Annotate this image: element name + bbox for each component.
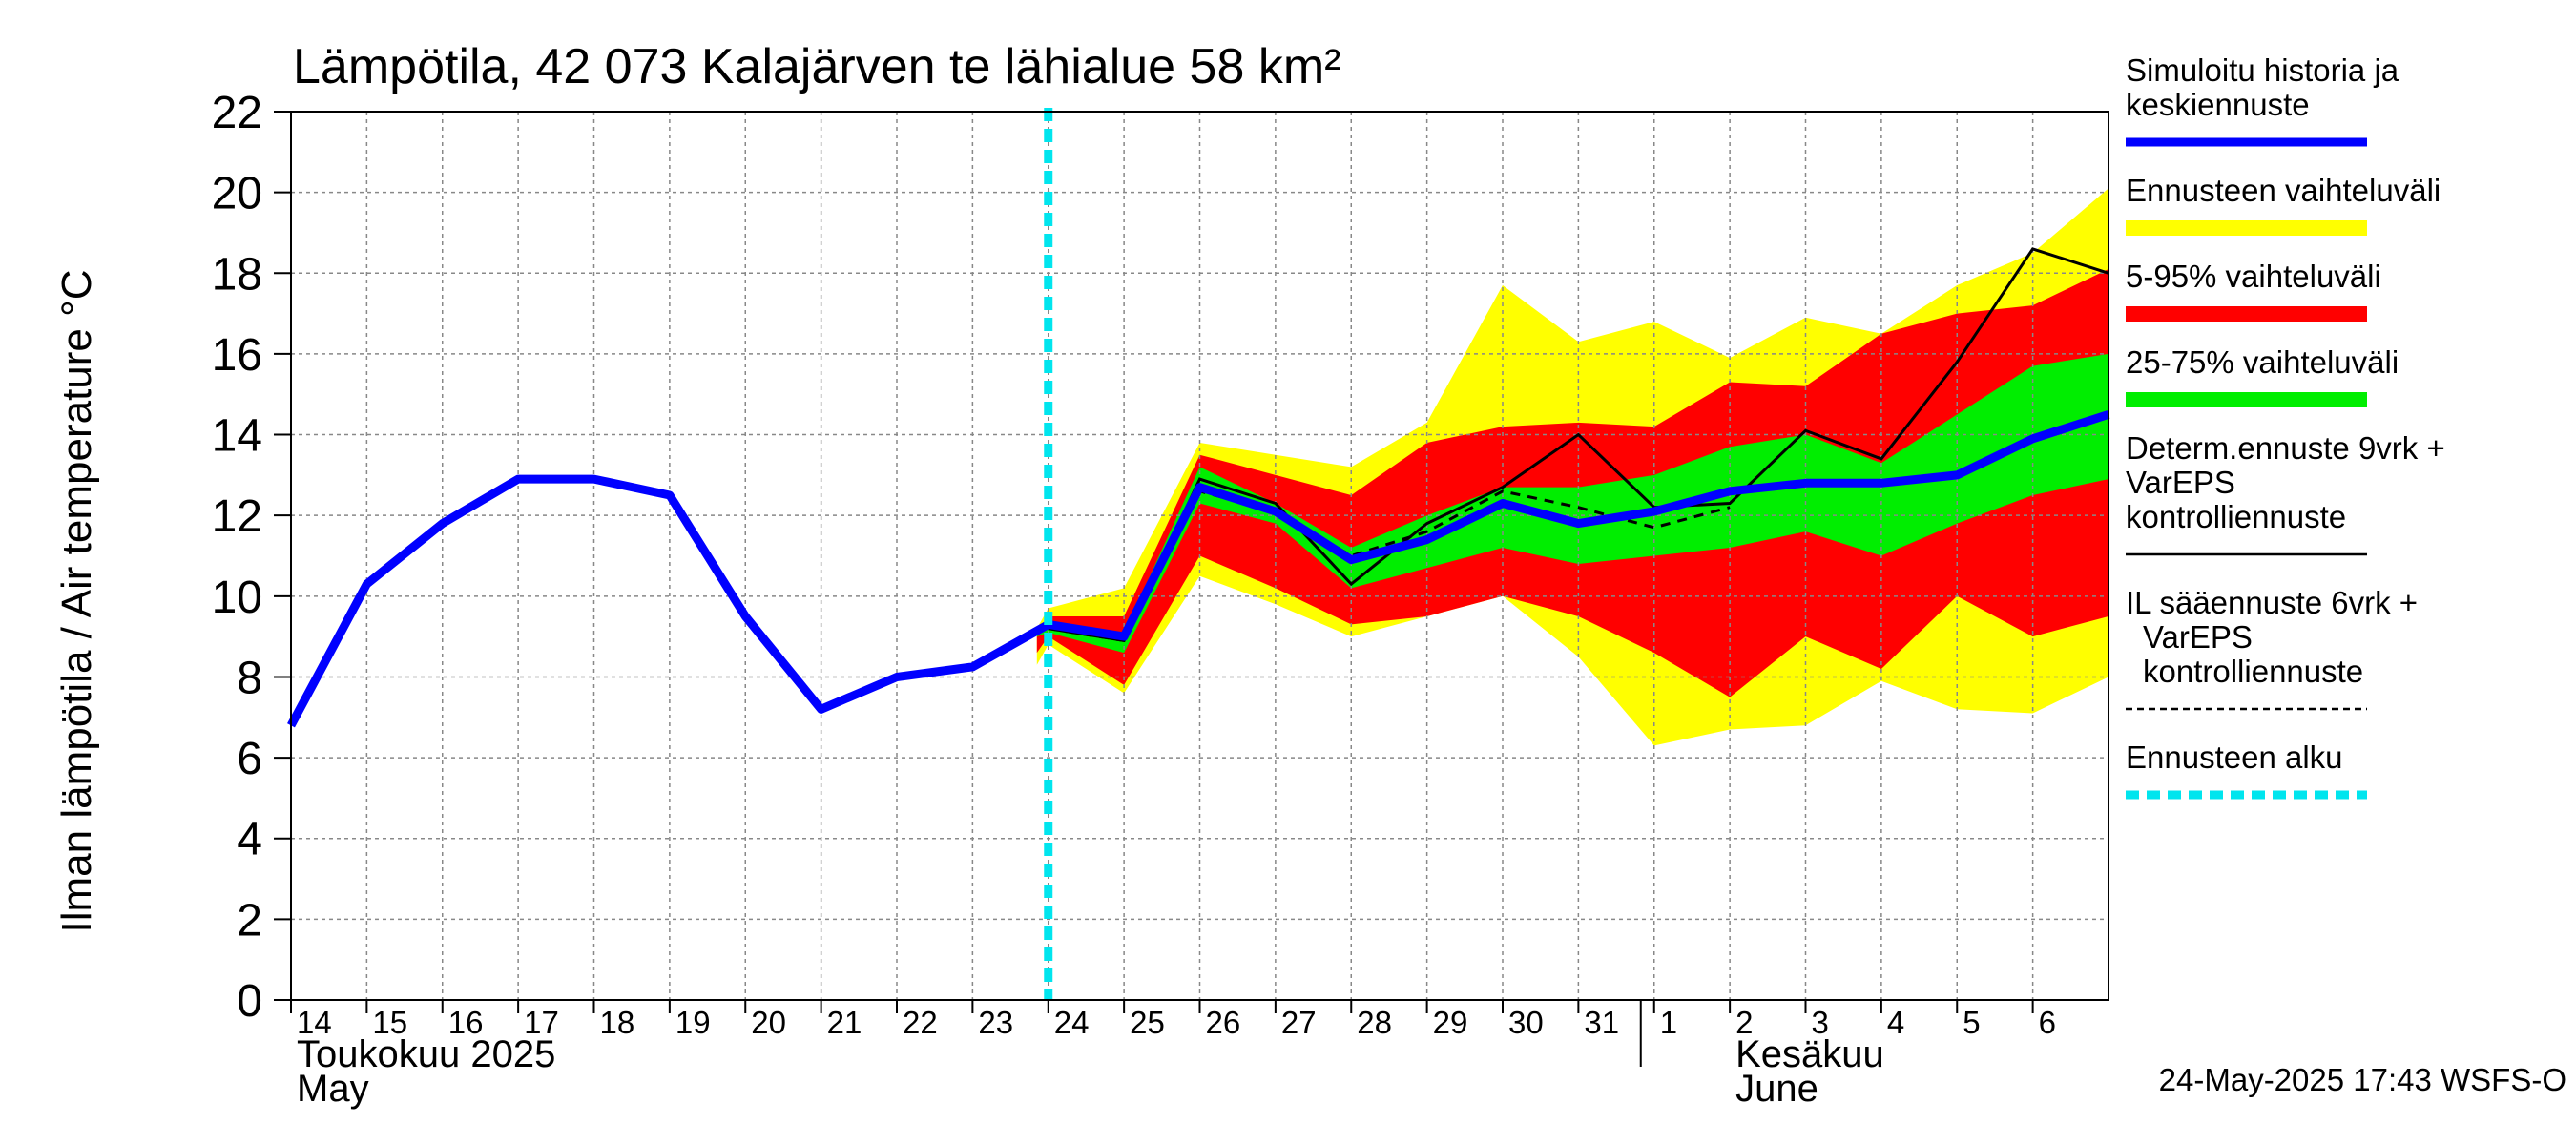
determ-forecast-line xyxy=(1048,247,2109,643)
month-label-may-fi: Toukokuu 2025 xyxy=(297,1033,555,1075)
legend-label-range: Ennusteen vaihteluväli xyxy=(2126,173,2441,208)
y-tick-label: 0 xyxy=(237,976,262,1027)
x-tick-label: 3 xyxy=(1812,1005,1829,1040)
y-tick-label: 6 xyxy=(237,734,262,784)
y-tick-label: 14 xyxy=(212,411,262,462)
legend-label-determ: VarEPS xyxy=(2126,465,2235,500)
chart-title: Lämpötila, 42 073 Kalajärven te lähialue… xyxy=(293,39,1340,94)
y-tick-label: 12 xyxy=(212,491,262,542)
y-tick-label: 8 xyxy=(237,653,262,703)
x-tick-label: 15 xyxy=(372,1005,407,1040)
x-tick-label: 20 xyxy=(751,1005,786,1040)
y-tick-label: 2 xyxy=(237,895,262,946)
x-tick-label: 4 xyxy=(1887,1005,1904,1040)
x-tick-label: 17 xyxy=(524,1005,559,1040)
legend-label-sim: Simuloitu historia ja xyxy=(2126,52,2399,88)
y-tick-label: 16 xyxy=(212,330,262,381)
x-tick-label: 2 xyxy=(1735,1005,1753,1040)
simulated-line xyxy=(287,410,2110,728)
x-tick-label: 5 xyxy=(1963,1005,1980,1040)
x-tick-label: 19 xyxy=(675,1005,711,1040)
y-tick-label: 18 xyxy=(212,249,262,300)
x-tick-label: 31 xyxy=(1584,1005,1619,1040)
timestamp: 24-May-2025 17:43 WSFS-O xyxy=(2159,1062,2566,1097)
x-tick-label: 16 xyxy=(448,1005,484,1040)
legend-label-p5_95: 5-95% vaihteluväli xyxy=(2126,259,2381,294)
band-5-95 xyxy=(1036,269,2109,697)
month-label-june-en: June xyxy=(1735,1068,1818,1110)
x-tick-label: 24 xyxy=(1054,1005,1090,1040)
legend-label-p25_75: 25-75% vaihteluväli xyxy=(2126,344,2399,380)
x-tick-label: 27 xyxy=(1281,1005,1317,1040)
x-tick-label: 1 xyxy=(1660,1005,1677,1040)
x-tick-label: 30 xyxy=(1508,1005,1544,1040)
x-tick-label: 14 xyxy=(297,1005,332,1040)
series-lines xyxy=(287,108,2110,1000)
y-tick-label: 4 xyxy=(237,815,262,865)
x-tick-label: 6 xyxy=(2039,1005,2056,1040)
x-tick-label: 21 xyxy=(827,1005,862,1040)
x-tick-label: 22 xyxy=(903,1005,938,1040)
legend-label-start: Ennusteen alku xyxy=(2126,739,2343,775)
x-tick-label: 25 xyxy=(1130,1005,1165,1040)
x-tick-label: 18 xyxy=(600,1005,635,1040)
legend-label-il: VarEPS xyxy=(2143,619,2253,655)
legend-label-sim: keskiennuste xyxy=(2126,87,2310,122)
x-tick-label: 26 xyxy=(1206,1005,1241,1040)
x-tick-label: 28 xyxy=(1357,1005,1392,1040)
forecast-bands xyxy=(1036,188,2109,746)
legend-label-il: kontrolliennuste xyxy=(2143,654,2363,689)
month-label-may-en: May xyxy=(297,1068,369,1110)
legend-label-determ: kontrolliennuste xyxy=(2126,499,2346,534)
month-label-june-fi: Kesäkuu xyxy=(1735,1033,1884,1075)
x-tick-label: 29 xyxy=(1433,1005,1468,1040)
y-tick-label: 10 xyxy=(212,572,262,623)
grid xyxy=(291,112,2109,1000)
band-25-75 xyxy=(1036,353,2109,654)
y-tick-label: 22 xyxy=(212,88,262,138)
legend-label-il: IL sääennuste 6vrk + xyxy=(2126,585,2418,620)
y-tick-label: 20 xyxy=(212,169,262,219)
y-axis-label: Ilman lämpötila / Air temperature °C xyxy=(53,270,100,933)
legend-label-determ: Determ.ennuste 9vrk + xyxy=(2126,430,2445,466)
x-tick-label: 23 xyxy=(978,1005,1013,1040)
